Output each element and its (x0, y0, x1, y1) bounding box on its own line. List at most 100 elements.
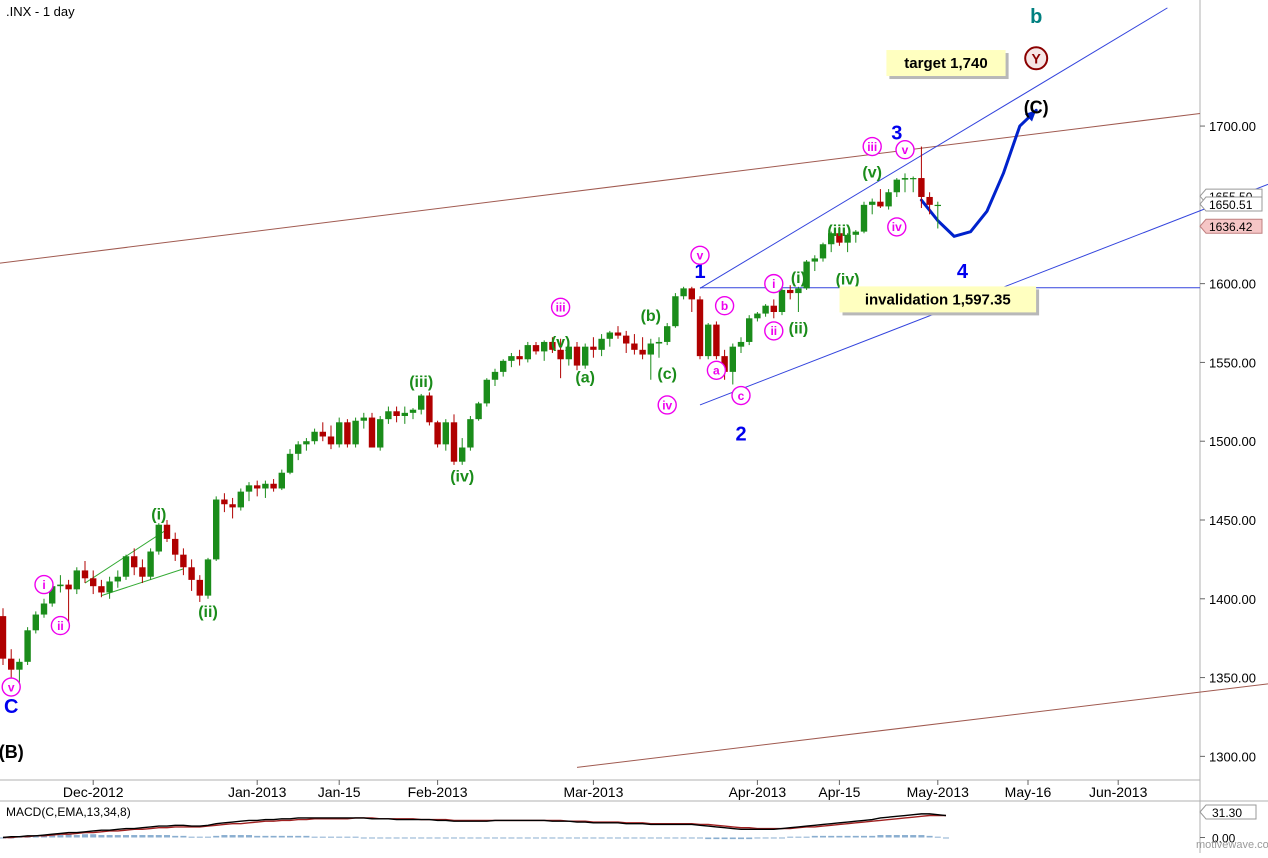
macd-histogram-bar (811, 835, 818, 838)
candle-body (229, 504, 236, 508)
candle-body (631, 343, 638, 350)
candle (778, 288, 786, 316)
y-tick-label: 1450.00 (1209, 513, 1256, 528)
wave-label-circle (657, 395, 677, 415)
macd-histogram-bar (647, 837, 654, 839)
y-tick-label: 1500.00 (1209, 434, 1256, 449)
macd-histogram-bar (254, 835, 261, 838)
macd-histogram-bar (500, 837, 507, 839)
candle (237, 488, 244, 511)
candle-body (286, 453, 294, 473)
candle (549, 337, 556, 353)
macd-histogram-bar (287, 835, 293, 838)
candle (204, 557, 212, 599)
candle (319, 422, 326, 442)
candle-body (541, 341, 548, 352)
candle (860, 201, 868, 234)
macd-histogram-bar (943, 837, 949, 839)
macd-histogram-bar (82, 834, 88, 838)
wave-label: 1 (694, 261, 705, 283)
candle-body (524, 345, 531, 360)
macd-histogram-bar (795, 836, 802, 838)
candle (573, 341, 581, 371)
wave-label-circle (50, 615, 71, 636)
macd-histogram-bar (98, 835, 105, 838)
candle (90, 570, 97, 595)
macd-histogram-bar (836, 835, 843, 838)
macd-histogram-bar (434, 837, 441, 839)
x-tick-label: Dec-2012 (63, 784, 124, 800)
candle-body (303, 441, 310, 445)
wave-label: (iii) (827, 223, 851, 240)
wave-label: C (4, 696, 18, 718)
candle-body (237, 491, 244, 508)
candle (122, 554, 130, 580)
candle-body (122, 556, 130, 577)
candle (713, 321, 720, 360)
candle (787, 285, 794, 300)
macd-histogram-bar (483, 837, 490, 839)
macd-histogram-bar (205, 836, 211, 838)
candle (196, 575, 203, 602)
candle (614, 326, 622, 339)
candle (418, 393, 425, 415)
candle (32, 611, 39, 634)
candle (155, 523, 162, 555)
wave-label-circle (895, 139, 915, 160)
wave-label: v (8, 680, 15, 694)
macd-histogram-bar (172, 835, 179, 838)
candle (557, 338, 564, 379)
macd-histogram-bar (229, 835, 236, 838)
candle-body (491, 371, 499, 380)
candle-body (934, 204, 941, 207)
y-tick-label: 1550.00 (1209, 355, 1256, 370)
candle (869, 198, 876, 215)
macd-histogram-bar (459, 837, 466, 839)
wave-labels: C(B)viii(i)(ii)(iii)(iv)iii(v)(a)(b)(c)i… (0, 6, 1049, 762)
candle (770, 299, 777, 319)
candle-body (844, 234, 851, 243)
macd-histogram-bar (656, 837, 662, 839)
x-tick-label: Apr-15 (818, 784, 860, 800)
candle (508, 352, 515, 368)
candle-body (401, 412, 408, 416)
candle (385, 406, 392, 424)
wave-label: ii (57, 619, 64, 633)
y-tick-label: 1700.00 (1209, 119, 1256, 134)
candle (467, 416, 474, 451)
candle-body (828, 233, 835, 245)
candle (500, 359, 507, 377)
candle (803, 260, 810, 290)
candle (65, 579, 72, 623)
candle-body (655, 341, 663, 344)
macd-histogram-bar (869, 835, 876, 838)
macd-histogram-bar (451, 837, 457, 839)
macd-histogram-bar (762, 837, 769, 839)
candle-body (336, 422, 343, 445)
macd-histogram-bar (918, 835, 925, 838)
macd-histogram-bar (393, 837, 400, 839)
candle-body (139, 567, 146, 577)
candle (606, 330, 613, 347)
candle (598, 334, 605, 357)
macd-histogram-bar (705, 837, 712, 840)
x-tick-label: May-2013 (907, 784, 969, 800)
candle-body (688, 288, 695, 300)
candle-body (16, 661, 23, 670)
candle-body (90, 578, 97, 587)
candle (401, 406, 408, 424)
candle (229, 497, 236, 519)
candle-body (188, 567, 195, 580)
candle-body (639, 349, 646, 355)
candle (188, 559, 195, 591)
wave-label: (iv) (450, 469, 474, 486)
macd-histogram-bar (131, 835, 138, 838)
macd-histogram-bar (295, 835, 302, 838)
price-tag-box (1199, 218, 1263, 234)
candle-body (360, 417, 367, 421)
candle-body (418, 395, 425, 410)
candle-body (24, 630, 31, 662)
candle (836, 226, 843, 246)
macd-histogram-bar (885, 835, 892, 838)
